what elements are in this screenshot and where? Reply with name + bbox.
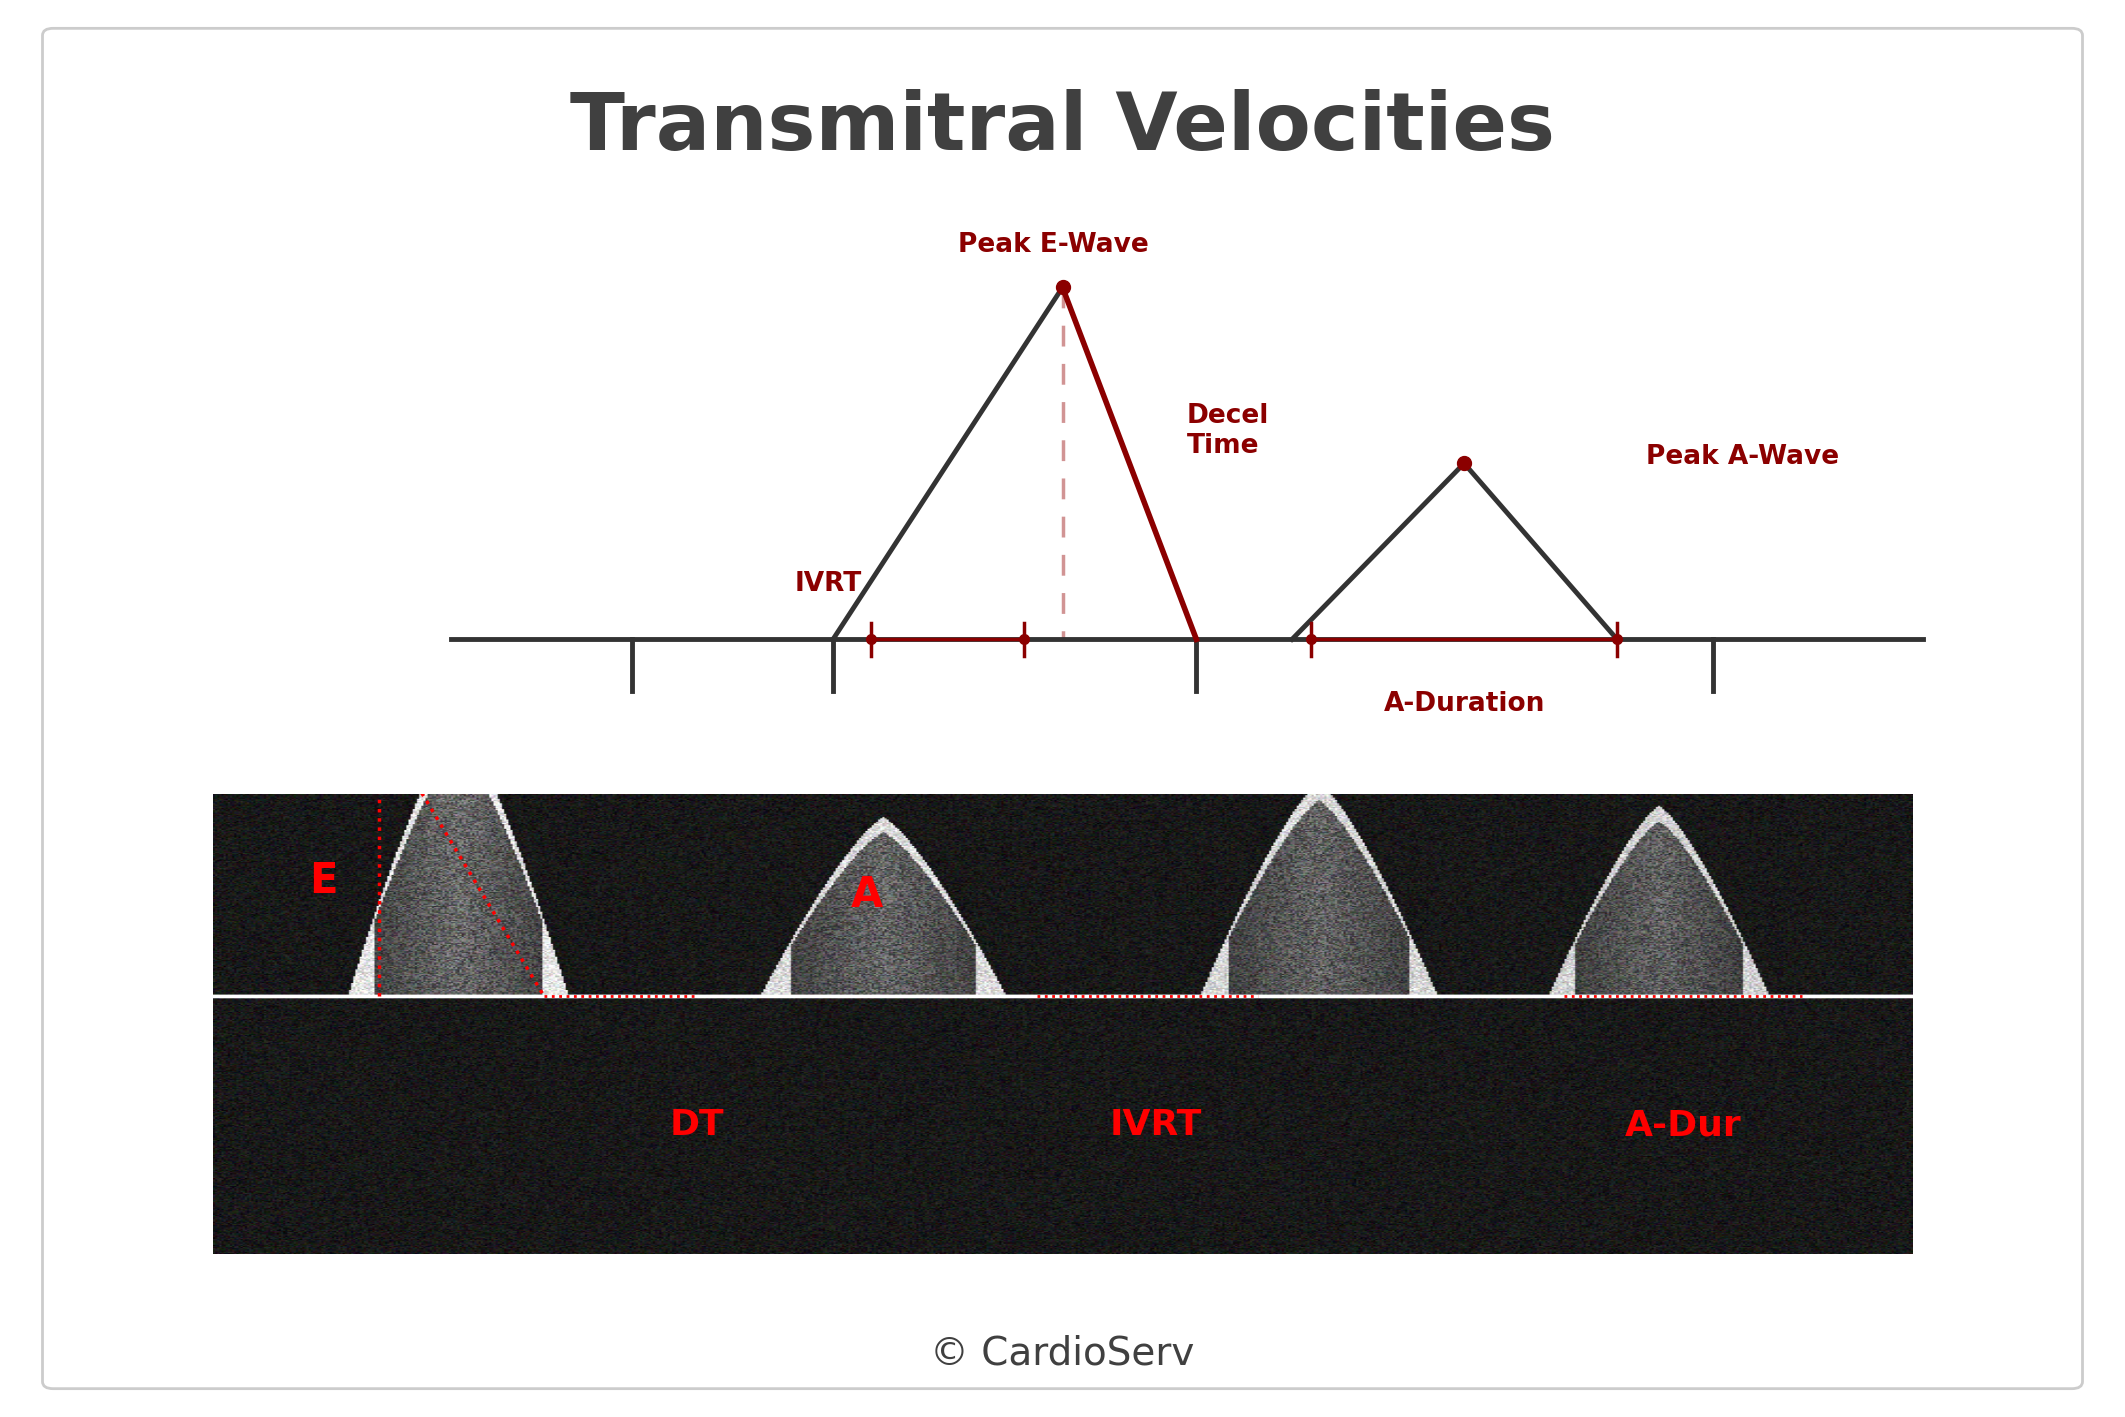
Text: IVRT: IVRT <box>1109 1108 1203 1142</box>
Text: E: E <box>308 860 338 903</box>
Text: © CardioServ: © CardioServ <box>931 1335 1194 1372</box>
Text: IVRT: IVRT <box>795 571 863 597</box>
Text: Transmitral Velocities: Transmitral Velocities <box>570 88 1556 167</box>
Text: Peak A-Wave: Peak A-Wave <box>1645 444 1838 470</box>
Text: A-Duration: A-Duration <box>1383 691 1545 717</box>
Text: A-Dur: A-Dur <box>1626 1108 1740 1142</box>
Text: DT: DT <box>669 1108 725 1142</box>
FancyBboxPatch shape <box>42 28 2082 1389</box>
Text: A: A <box>850 874 884 915</box>
Text: Peak E-Wave: Peak E-Wave <box>958 232 1148 258</box>
Text: Decel
Time: Decel Time <box>1188 402 1269 459</box>
